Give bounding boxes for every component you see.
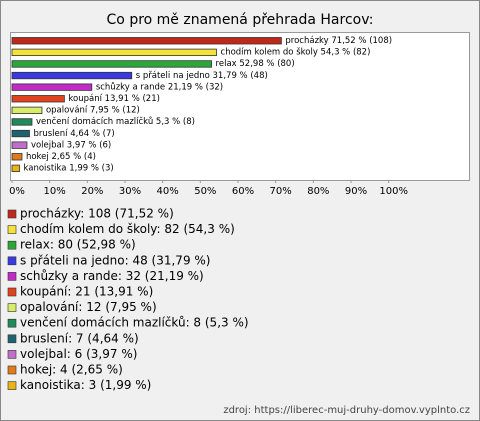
data-label: koupání 13,91 % (21)	[68, 94, 160, 104]
chart-title: Co pro mě znamená přehrada Harcov:	[107, 12, 374, 28]
legend-label: relax: 80 (52,98 %)	[20, 238, 136, 252]
x-tick-label: 60%	[232, 186, 254, 197]
bar	[11, 60, 212, 68]
legend-swatch	[7, 240, 17, 250]
bar	[11, 95, 65, 103]
data-label: procházky 71,52 % (108)	[285, 36, 392, 46]
legend-swatch	[7, 209, 17, 219]
x-tick-label: 0%	[9, 186, 25, 197]
x-tick-label: 10%	[44, 186, 66, 197]
legend-label: venčení domácích mazlíčků: 8 (5,3 %)	[20, 316, 249, 330]
x-tick-label: 50%	[194, 186, 216, 197]
bar	[11, 118, 33, 126]
legend-swatch	[7, 287, 17, 297]
x-tick-label: 100%	[379, 186, 408, 197]
legend-swatch	[7, 303, 17, 312]
legend-label: bruslení: 7 (4,64 %)	[20, 331, 139, 345]
x-tick-label: 70%	[270, 186, 292, 197]
bar	[11, 48, 217, 56]
legend-label: hokej: 4 (2,65 %)	[20, 363, 123, 377]
bar	[11, 71, 133, 80]
legend-swatch	[7, 365, 17, 375]
data-label: chodím kolem do školy 54,3 % (82)	[221, 47, 371, 58]
x-tick-label: 20%	[81, 186, 103, 197]
legend-label: chodím kolem do školy: 82 (54,3 %)	[20, 222, 235, 236]
bar	[11, 153, 23, 161]
bar	[11, 164, 20, 173]
data-label: kanoistika 1,99 % (3)	[23, 164, 113, 174]
data-label: relax 52,98 % (80)	[216, 59, 295, 69]
legend-swatch	[7, 350, 17, 359]
data-label: schůzky a rande 21,19 % (32)	[96, 81, 223, 92]
data-label: volejbal 3,97 % (6)	[31, 140, 111, 150]
legend-swatch	[7, 318, 17, 328]
data-label: venčení domácích mazlíčků 5,3 % (8)	[36, 116, 195, 127]
x-tick-label: 90%	[345, 186, 367, 197]
legend-label: schůzky a rande: 32 (21,19 %)	[20, 269, 204, 283]
legend-swatch	[7, 272, 17, 281]
legend-label: procházky: 108 (71,52 %)	[20, 207, 174, 221]
bar	[11, 37, 282, 45]
data-label: bruslení 4,64 % (7)	[33, 129, 114, 139]
bar	[11, 106, 43, 114]
legend-swatch	[7, 334, 17, 344]
legend-label: koupání: 21 (13,91 %)	[20, 285, 153, 299]
plot-area	[10, 32, 470, 181]
legend-swatch	[7, 381, 17, 390]
source: zdroj: https://liberec-muj-druhy-domov.v…	[223, 405, 470, 416]
bar	[11, 83, 93, 91]
data-label: s přáteli na jedno 31,79 % (48)	[136, 71, 268, 81]
data-label: opalování 7,95 % (12)	[46, 106, 140, 116]
bar	[11, 141, 28, 149]
x-tick-label: 80%	[307, 186, 329, 197]
legend-label: s přáteli na jedno: 48 (31,79 %)	[20, 253, 210, 267]
legend-label: volejbal: 6 (3,97 %)	[20, 347, 137, 361]
bar	[11, 129, 30, 138]
data-label: hokej 2,65 % (4)	[26, 152, 96, 162]
legend-label: opalování: 12 (7,95 %)	[20, 300, 157, 314]
x-tick-label: 40%	[157, 186, 179, 197]
legend-swatch	[7, 256, 17, 266]
legend-swatch	[7, 225, 17, 234]
x-tick-label: 30%	[119, 186, 141, 197]
legend-label: kanoistika: 3 (1,99 %)	[20, 378, 151, 392]
